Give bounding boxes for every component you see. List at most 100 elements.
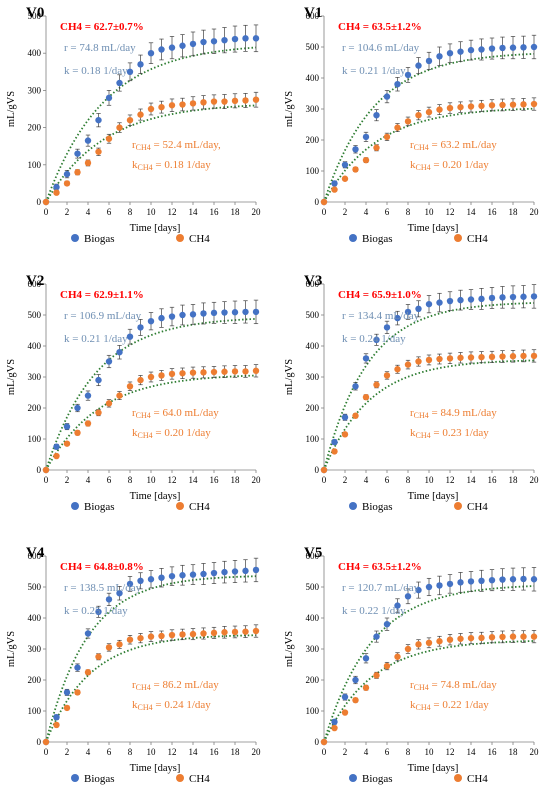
data-point-ch4 bbox=[362, 393, 370, 401]
x-tick-label: 2 bbox=[65, 207, 70, 217]
data-point-biogas bbox=[415, 305, 422, 312]
data-point-biogas bbox=[53, 714, 60, 721]
ch4-k-symbol: k bbox=[410, 427, 416, 439]
data-point-ch4 bbox=[158, 632, 165, 640]
y-tick-label: 300 bbox=[306, 104, 320, 114]
fit-curve-biogas bbox=[45, 575, 257, 743]
data-point-biogas bbox=[383, 324, 391, 331]
x-tick-label: 8 bbox=[128, 747, 133, 757]
data-point-biogas bbox=[394, 602, 401, 609]
data-point-ch4 bbox=[320, 466, 328, 474]
legend-label-biogas: Biogas bbox=[84, 773, 115, 785]
panel-title: V4 bbox=[26, 545, 45, 561]
y-tick-label: 0 bbox=[315, 465, 320, 475]
ch4-share-annotation: CH4 = 65.9±1.0% bbox=[338, 289, 422, 301]
chart-panel-v2: 0 100 200 300 400 500 600 0 2 4 6 8 10 12 14 16 18 20 Time… bbox=[6, 273, 261, 513]
x-tick-label: 20 bbox=[530, 207, 540, 217]
data-point-biogas bbox=[221, 36, 228, 44]
data-point-biogas bbox=[252, 308, 260, 316]
data-point-ch4 bbox=[179, 631, 186, 638]
ch4-r-subscript: CH4 bbox=[136, 683, 151, 692]
data-point-ch4 bbox=[168, 370, 176, 378]
data-point-ch4 bbox=[436, 355, 443, 363]
data-point-biogas bbox=[341, 414, 349, 421]
data-point-ch4 bbox=[74, 429, 81, 436]
x-tick-label: 10 bbox=[147, 207, 157, 217]
y-tick-label: 500 bbox=[306, 582, 320, 592]
data-point-ch4 bbox=[147, 373, 155, 381]
data-point-ch4 bbox=[95, 653, 102, 660]
legend-marker-ch4 bbox=[454, 234, 462, 242]
legend-label-biogas: Biogas bbox=[362, 773, 393, 785]
data-point-ch4 bbox=[415, 112, 422, 119]
data-point-biogas bbox=[373, 336, 380, 343]
data-point-biogas bbox=[116, 590, 123, 597]
data-point-ch4 bbox=[467, 103, 475, 110]
data-point-ch4 bbox=[478, 102, 485, 110]
legend-label-biogas: Biogas bbox=[362, 501, 393, 513]
data-point-biogas bbox=[467, 46, 475, 54]
data-point-ch4 bbox=[331, 186, 338, 193]
data-point-ch4 bbox=[168, 102, 176, 109]
data-point-biogas bbox=[394, 81, 401, 88]
data-point-biogas bbox=[231, 568, 239, 575]
data-point-biogas bbox=[488, 45, 496, 52]
data-point-ch4 bbox=[457, 635, 464, 642]
data-point-biogas bbox=[95, 116, 102, 124]
x-tick-label: 20 bbox=[252, 747, 262, 757]
data-point-biogas bbox=[168, 572, 176, 580]
fit-curve-biogas bbox=[45, 46, 257, 203]
data-point-biogas bbox=[189, 40, 197, 48]
y-tick-label: 600 bbox=[306, 279, 320, 289]
data-point-biogas bbox=[383, 93, 391, 100]
data-point-ch4 bbox=[383, 662, 391, 670]
data-point-ch4 bbox=[95, 409, 102, 416]
chart-panel-v5: 0 100 200 300 400 500 600 0 2 4 6 8 10 12 14 16 18 20 Time… bbox=[284, 545, 539, 785]
data-point-biogas bbox=[373, 112, 380, 119]
legend-label-ch4: CH4 bbox=[189, 501, 210, 513]
data-point-ch4 bbox=[488, 353, 496, 361]
y-tick-label: 200 bbox=[28, 675, 42, 685]
data-point-biogas bbox=[457, 579, 464, 586]
data-point-ch4 bbox=[520, 101, 527, 108]
data-point-ch4 bbox=[341, 431, 349, 438]
y-axis-title: mL/gVS bbox=[6, 359, 17, 395]
data-point-biogas bbox=[404, 71, 412, 79]
x-tick-label: 18 bbox=[231, 207, 241, 217]
data-point-ch4 bbox=[63, 440, 71, 447]
ch4-k-value: = 0.23 1/day bbox=[431, 427, 490, 439]
biogas-k-annotation: k = 0.21 1/day bbox=[64, 333, 128, 345]
data-point-ch4 bbox=[425, 356, 433, 364]
data-point-ch4 bbox=[394, 653, 401, 660]
data-point-ch4 bbox=[341, 709, 349, 716]
x-tick-label: 2 bbox=[65, 747, 70, 757]
data-point-ch4 bbox=[116, 641, 123, 648]
data-point-ch4 bbox=[457, 354, 464, 361]
x-axis-title: Time [days] bbox=[408, 763, 459, 774]
data-point-biogas bbox=[95, 376, 102, 384]
data-point-ch4 bbox=[74, 689, 81, 696]
biogas-k-annotation: k = 0.24 1/day bbox=[342, 333, 406, 345]
ch4-r-value: = 64.0 mL/day bbox=[151, 407, 219, 419]
data-point-ch4 bbox=[446, 104, 454, 112]
data-point-biogas bbox=[415, 62, 422, 69]
y-tick-label: 500 bbox=[306, 310, 320, 320]
data-point-biogas bbox=[331, 718, 338, 726]
ch4-k-symbol: k bbox=[410, 159, 416, 171]
data-point-ch4 bbox=[158, 372, 165, 379]
data-point-biogas bbox=[436, 299, 443, 306]
x-tick-label: 14 bbox=[467, 207, 477, 217]
data-point-ch4 bbox=[478, 634, 485, 642]
data-point-ch4 bbox=[425, 639, 433, 646]
data-point-ch4 bbox=[210, 98, 218, 105]
x-tick-label: 2 bbox=[343, 475, 348, 485]
data-point-ch4 bbox=[221, 368, 228, 375]
data-point-biogas bbox=[530, 576, 538, 583]
x-tick-label: 16 bbox=[488, 207, 498, 217]
data-point-biogas bbox=[499, 44, 506, 52]
data-point-biogas bbox=[179, 42, 186, 49]
x-tick-label: 16 bbox=[488, 747, 498, 757]
data-point-biogas bbox=[210, 38, 218, 45]
data-point-ch4 bbox=[383, 133, 391, 141]
data-point-ch4 bbox=[53, 189, 60, 196]
